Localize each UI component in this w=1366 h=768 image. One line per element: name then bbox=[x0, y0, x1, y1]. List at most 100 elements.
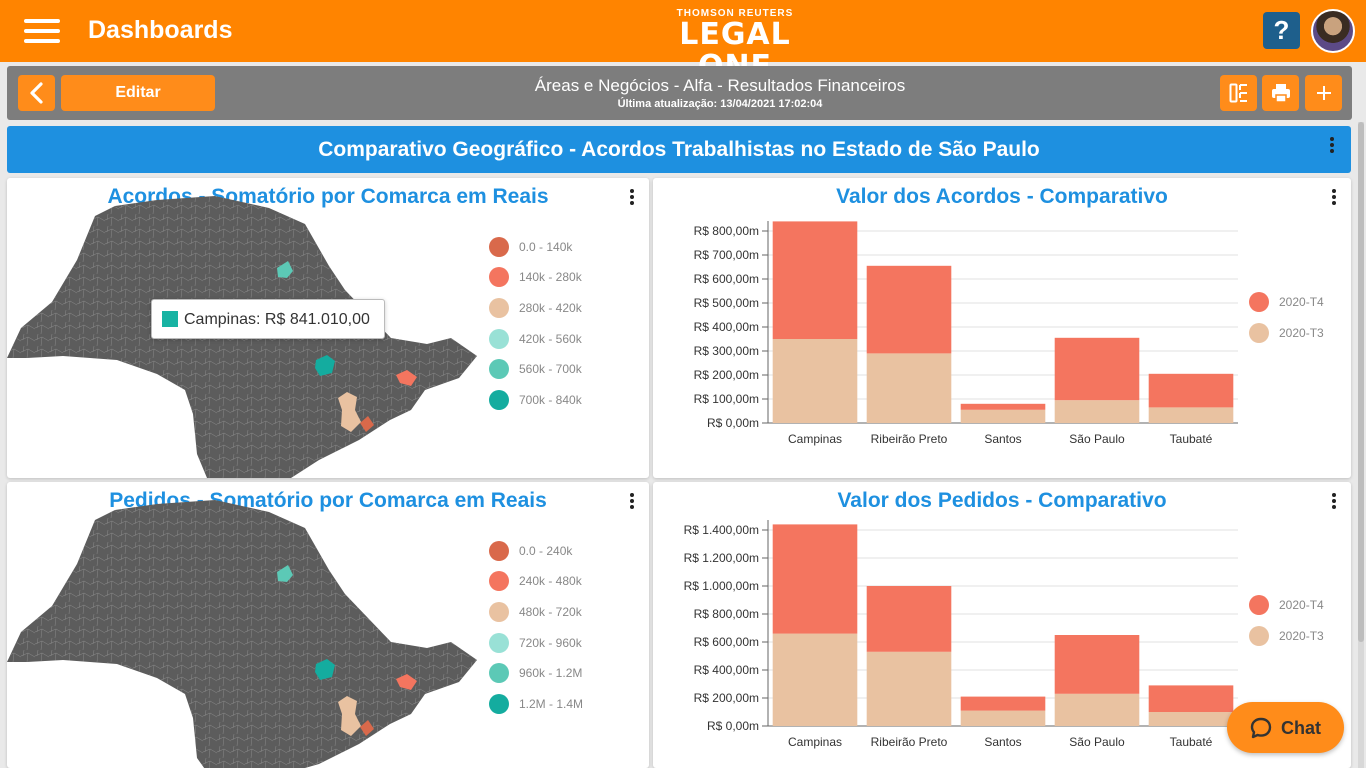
pedidos-chart-card: Valor dos Pedidos - Comparativo R$ 0,00m… bbox=[653, 482, 1351, 768]
x-tick-label: Ribeirão Preto bbox=[871, 432, 948, 446]
tooltip-text: Campinas: R$ 841.010,00 bbox=[184, 311, 370, 328]
print-icon bbox=[1272, 84, 1290, 103]
y-tick-label: R$ 600,00m bbox=[694, 635, 759, 649]
page-scrollbar[interactable] bbox=[1358, 122, 1364, 768]
y-tick-label: R$ 700,00m bbox=[694, 248, 759, 262]
y-tick-label: R$ 500,00m bbox=[694, 296, 759, 310]
print-button[interactable] bbox=[1262, 75, 1299, 111]
x-tick-label: Santos bbox=[984, 432, 1021, 446]
back-button[interactable] bbox=[18, 75, 55, 111]
bar bbox=[866, 651, 952, 726]
legend-dot bbox=[1249, 323, 1269, 343]
y-tick-label: R$ 0,00m bbox=[707, 719, 759, 733]
layout-icon bbox=[1229, 83, 1247, 103]
card-more-icon[interactable] bbox=[1331, 493, 1337, 511]
card-more-icon[interactable] bbox=[1331, 189, 1337, 207]
bar bbox=[866, 265, 952, 354]
bar bbox=[1148, 685, 1234, 712]
y-tick-label: R$ 1.200,00m bbox=[684, 551, 759, 565]
legend-label: 2020-T3 bbox=[1279, 326, 1324, 340]
bar bbox=[1148, 373, 1234, 408]
bar bbox=[960, 696, 1046, 711]
x-tick-label: Taubaté bbox=[1170, 432, 1213, 446]
edit-button[interactable]: Editar bbox=[61, 75, 215, 111]
pedidos-bar-chart[interactable]: R$ 0,00m R$ 200,00m R$ 400,00m R$ 600,00m R$… bbox=[653, 482, 1351, 768]
bar bbox=[772, 221, 858, 339]
x-tick-label: Campinas bbox=[788, 432, 842, 446]
y-tick-label: R$ 300,00m bbox=[694, 344, 759, 358]
bar bbox=[1054, 693, 1140, 726]
bar bbox=[1148, 712, 1234, 726]
bar bbox=[866, 586, 952, 652]
y-tick-label: R$ 100,00m bbox=[694, 392, 759, 406]
x-tick-label: Santos bbox=[984, 735, 1021, 749]
section-banner: Comparativo Geográfico - Acordos Trabalh… bbox=[7, 126, 1351, 173]
chat-button[interactable]: Chat bbox=[1227, 702, 1344, 753]
x-tick-label: São Paulo bbox=[1069, 432, 1125, 446]
banner-more-icon[interactable] bbox=[1329, 137, 1335, 155]
pedidos-chart-title: Valor dos Pedidos - Comparativo bbox=[837, 489, 1167, 512]
y-tick-label: R$ 1.000,00m bbox=[684, 579, 759, 593]
avatar[interactable] bbox=[1311, 9, 1355, 53]
bar bbox=[960, 403, 1046, 410]
add-button[interactable] bbox=[1305, 75, 1342, 111]
tooltip-swatch bbox=[162, 311, 178, 327]
x-tick-label: Campinas bbox=[788, 735, 842, 749]
legend-dot bbox=[1249, 595, 1269, 615]
plus-icon bbox=[1317, 86, 1331, 100]
bar bbox=[960, 409, 1046, 423]
x-tick-label: Ribeirão Preto bbox=[871, 735, 948, 749]
region-santos bbox=[360, 720, 374, 736]
bar bbox=[960, 710, 1046, 726]
pedidos-map-card: Pedidos - Somatório por Comarca em Reais… bbox=[7, 482, 649, 768]
brand-top: THOMSON REUTERS bbox=[676, 8, 794, 19]
acordos-chart-title: Valor dos Acordos - Comparativo bbox=[836, 185, 1168, 208]
y-tick-label: R$ 200,00m bbox=[694, 691, 759, 705]
region-sao-paulo bbox=[338, 696, 361, 736]
chevron-left-icon bbox=[30, 82, 43, 104]
y-tick-label: R$ 200,00m bbox=[694, 368, 759, 382]
acordos-chart-card: Valor dos Acordos - Comparativo R$ 0,00m… bbox=[653, 178, 1351, 478]
help-button[interactable]: ? bbox=[1263, 12, 1300, 49]
menu-icon[interactable] bbox=[24, 19, 60, 43]
section-title: Comparativo Geográfico - Acordos Trabalh… bbox=[318, 138, 1040, 161]
legend-label: 2020-T4 bbox=[1279, 598, 1324, 612]
bar bbox=[1054, 337, 1140, 401]
legend-label: 2020-T4 bbox=[1279, 295, 1324, 309]
last-update-text: Última atualização: 13/04/2021 17:02:04 bbox=[617, 98, 823, 110]
card-more-icon[interactable] bbox=[629, 189, 635, 207]
app-title: Dashboards bbox=[88, 16, 233, 44]
legend-dot bbox=[1249, 292, 1269, 312]
chat-bubble-icon bbox=[1250, 717, 1272, 739]
bar bbox=[1054, 635, 1140, 694]
dashboard-title: Áreas e Negócios - Alfa - Resultados Fin… bbox=[534, 76, 906, 95]
y-tick-label: R$ 0,00m bbox=[707, 416, 759, 430]
region-santos bbox=[360, 416, 374, 432]
region-taubate bbox=[396, 674, 417, 690]
card-more-icon[interactable] bbox=[629, 493, 635, 511]
legend-label: 2020-T3 bbox=[1279, 629, 1324, 643]
region-sao-paulo bbox=[338, 392, 361, 432]
bar bbox=[1148, 407, 1234, 423]
bar bbox=[866, 353, 952, 423]
scrollbar-thumb[interactable] bbox=[1358, 122, 1364, 642]
y-tick-label: R$ 400,00m bbox=[694, 320, 759, 334]
layout-button[interactable] bbox=[1220, 75, 1257, 111]
y-tick-label: R$ 1.400,00m bbox=[684, 523, 759, 537]
acordos-bar-chart[interactable]: R$ 0,00m R$ 100,00m R$ 200,00m R$ 300,00m R$… bbox=[653, 178, 1351, 478]
y-tick-label: R$ 400,00m bbox=[694, 663, 759, 677]
region-taubate bbox=[396, 370, 417, 386]
bar bbox=[772, 633, 858, 726]
bar bbox=[772, 524, 858, 634]
top-bar: Dashboards THOMSON REUTERS LEGAL ONE ? bbox=[0, 0, 1366, 83]
dashboard-toolbar: Editar Áreas e Negócios - Alfa - Resulta… bbox=[7, 66, 1352, 120]
sao-paulo-map[interactable] bbox=[7, 482, 649, 768]
region-ribeirao bbox=[277, 261, 293, 278]
map-tooltip: Campinas: R$ 841.010,00 bbox=[151, 299, 385, 339]
region-campinas bbox=[315, 355, 335, 376]
y-tick-label: R$ 800,00m bbox=[694, 224, 759, 238]
region-campinas bbox=[315, 659, 335, 680]
region-ribeirao bbox=[277, 565, 293, 582]
bar bbox=[1054, 400, 1140, 423]
legend-dot bbox=[1249, 626, 1269, 646]
